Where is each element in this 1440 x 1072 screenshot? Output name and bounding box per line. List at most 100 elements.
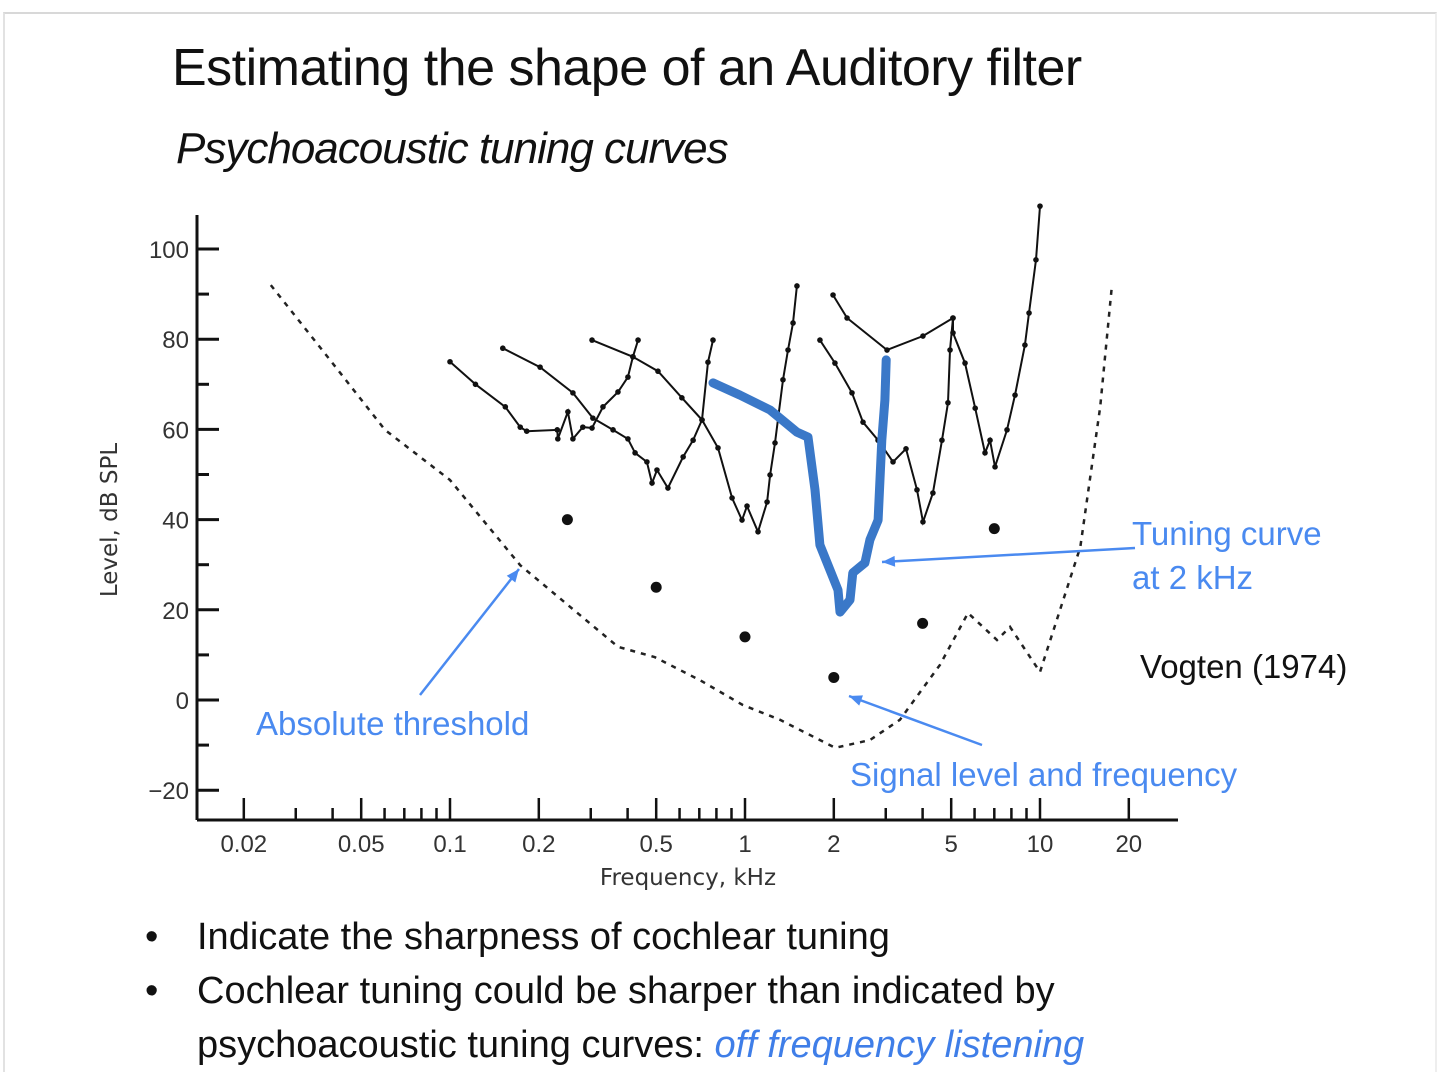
tuning-curve-marker (884, 347, 890, 353)
tuning-curve-marker (950, 330, 956, 336)
bullet-item-continuation: psychoacoustic tuning curves: off freque… (145, 1018, 1084, 1072)
tuning-curve-marker (890, 459, 896, 465)
tuning-curve-marker (764, 499, 770, 505)
x-tick-label: 0.02 (220, 831, 267, 858)
tuning-curve-marker (625, 436, 631, 442)
tuning-curve-marker (715, 445, 721, 451)
tuning-curve-4 (819, 317, 954, 526)
tuning-curve-marker (945, 399, 951, 406)
bullet-text: psychoacoustic tuning curves: (197, 1024, 715, 1066)
tuning-curve-marker (649, 480, 655, 486)
tuning-curve-marker (589, 425, 595, 431)
tuning-curve-marker (699, 417, 705, 423)
tuning-curve-marker (635, 337, 641, 343)
tuning-curve-marker (690, 437, 696, 444)
tuning-curve-marker (767, 472, 773, 478)
tuning-curve-marker (580, 424, 586, 430)
signal-arrow-head (849, 695, 863, 706)
tuning-curve-marker (772, 440, 778, 446)
bullet-list: • Indicate the sharpness of cochlear tuni… (145, 910, 1084, 1072)
annotation-tuning-curve: Tuning curve at 2 kHz (1132, 512, 1322, 600)
tuning-curve-marker (610, 427, 616, 433)
signal-point (739, 631, 751, 643)
y-tick-label: 40 (162, 508, 189, 535)
signal-arrow (848, 694, 983, 747)
tuning-curve-marker (615, 389, 621, 395)
tuning-curve-marker (739, 517, 745, 523)
y-tick-label: 60 (162, 417, 189, 444)
bullet-emphasis: off frequency listening (714, 1024, 1085, 1066)
signal-point (917, 617, 929, 629)
annotation-signal: Signal level and frequency (850, 756, 1238, 793)
tuning-curve-marker (710, 337, 716, 343)
tuning-curve-marker (1033, 257, 1039, 263)
tuning-curve-marker (914, 487, 920, 493)
tuning-curve-marker (499, 345, 506, 352)
tuning-curve-marker (780, 376, 786, 383)
bullet-item: • Indicate the sharpness of cochlear tuni… (145, 910, 1084, 964)
tuning-curve-marker (1004, 427, 1010, 433)
tuning-curve-marker (1022, 342, 1028, 348)
annotation-tuning-curve-line2: at 2 kHz (1132, 559, 1254, 596)
tuning-curve-marker (962, 360, 968, 366)
bullet-text: Indicate the sharpness of cochlear tunin… (197, 916, 890, 958)
x-tick-label: 20 (1115, 831, 1142, 858)
x-axis-label: Frequency, kHz (600, 865, 776, 891)
tuning-curve-marker (625, 374, 631, 380)
tuning-curve-marker (632, 450, 638, 456)
annotation-tuning-curve-line1: Tuning curve (1132, 515, 1322, 552)
x-tick-label: 1 (738, 831, 751, 858)
tuning-curve-marker (600, 404, 606, 410)
y-tick-label: 100 (149, 237, 189, 264)
tuning-curve-5 (832, 206, 1041, 468)
tuning-curve-marker (920, 519, 926, 525)
absolute-threshold-curve (269, 284, 1113, 750)
x-tick-label: 0.5 (640, 831, 673, 858)
slide-frame (3, 12, 1437, 1072)
slide-title: Estimating the shape of an Auditory filt… (172, 39, 1082, 97)
tuning-curve-marker (502, 404, 509, 410)
tuning-curve-marker (570, 436, 576, 442)
tuning-curve-marker (630, 353, 636, 360)
tuning-curve-marker (1012, 392, 1018, 398)
tuning-curve-marker (679, 395, 685, 401)
tuning-curve-marker (655, 368, 661, 375)
tuning-curve-marker (903, 445, 909, 452)
tuning-curve-marker (1026, 310, 1032, 316)
slide-subtitle: Psychoacoustic tuning curves (176, 124, 729, 173)
tuning-curve-marker (590, 415, 596, 421)
annotation-absolute-threshold: Absolute threshold (256, 705, 530, 742)
tuning-curve-marker (830, 292, 836, 298)
tuning-curve-arrow-head (882, 555, 896, 567)
tuning-curve-marker (523, 428, 530, 435)
x-tick-label: 10 (1027, 831, 1054, 858)
x-tick-label: 0.1 (433, 831, 466, 858)
tuning-curve-marker (947, 347, 953, 353)
tuning-curve-marker (755, 528, 761, 535)
tuning-curve-marker (987, 437, 993, 444)
tuning-curve-marker (570, 390, 576, 396)
tuning-curve-arrow (881, 546, 1136, 564)
tuning-curve-marker (654, 467, 660, 473)
tuning-curve-marker (930, 490, 936, 496)
tuning-curve-marker (844, 315, 850, 321)
tuning-curve-marker (705, 359, 711, 366)
signal-point (988, 523, 1000, 535)
tuning-curve-marker (849, 390, 855, 396)
x-tick-label: 2 (827, 831, 840, 858)
tuning-curve-marker (832, 360, 838, 366)
tuning-curve-marker (920, 333, 926, 339)
y-tick-label: −20 (148, 778, 189, 805)
bullet-item: • Cochlear tuning could be sharper than i… (145, 964, 1084, 1018)
tuning-curve-marker (1037, 203, 1043, 209)
tuning-curve-1 (449, 339, 640, 442)
tuning-curve-marker (665, 485, 671, 491)
tuning-curve-2khz (708, 355, 891, 617)
signal-point (828, 671, 840, 683)
tuning-curve-marker (537, 364, 543, 370)
tuning-curve-marker (517, 424, 524, 430)
x-tick-label: 5 (945, 831, 958, 858)
tuning-curve-marker (817, 337, 823, 343)
x-tick-label: 0.2 (522, 831, 555, 858)
tuning-curve-marker (447, 358, 453, 365)
